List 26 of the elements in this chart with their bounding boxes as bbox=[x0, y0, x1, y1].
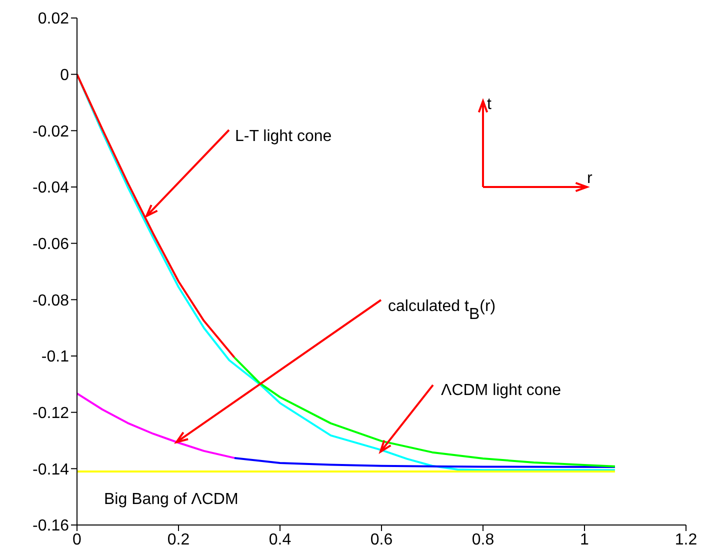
annotation: t bbox=[487, 96, 492, 112]
y-tick-label: 0.02 bbox=[38, 10, 70, 28]
x-tick-label: 0.8 bbox=[472, 531, 494, 548]
x-tick-label: 1.2 bbox=[674, 531, 698, 548]
x-tick-label: 1 bbox=[580, 531, 590, 548]
y-tick-label: -0.08 bbox=[32, 292, 70, 310]
annotation: ΛCDM light cone bbox=[441, 382, 562, 398]
y-tick-label: -0.02 bbox=[32, 123, 70, 140]
annotation: L-T light cone bbox=[235, 128, 332, 144]
annotation: Big Bang of ΛCDM bbox=[104, 490, 238, 508]
x-tick-label: 0 bbox=[72, 531, 82, 548]
line-series bbox=[233, 456, 616, 468]
annotation: r bbox=[587, 170, 593, 186]
y-tick-label: 0 bbox=[60, 67, 70, 84]
y-tick-label: -0.16 bbox=[32, 518, 70, 535]
x-tick-label: 0.2 bbox=[167, 531, 190, 548]
line-series bbox=[77, 73, 236, 358]
x-tick-label: 0.6 bbox=[370, 531, 393, 548]
y-tick-label: -0.1 bbox=[41, 348, 70, 366]
y-tick-label: -0.12 bbox=[32, 405, 70, 422]
y-tick-label: -0.04 bbox=[32, 180, 70, 197]
y-tick-label: -0.06 bbox=[32, 236, 70, 254]
line-series bbox=[77, 392, 236, 459]
x-tick-label: 0.4 bbox=[268, 531, 292, 548]
y-tick-label: -0.14 bbox=[32, 461, 70, 478]
line-series bbox=[233, 356, 616, 468]
